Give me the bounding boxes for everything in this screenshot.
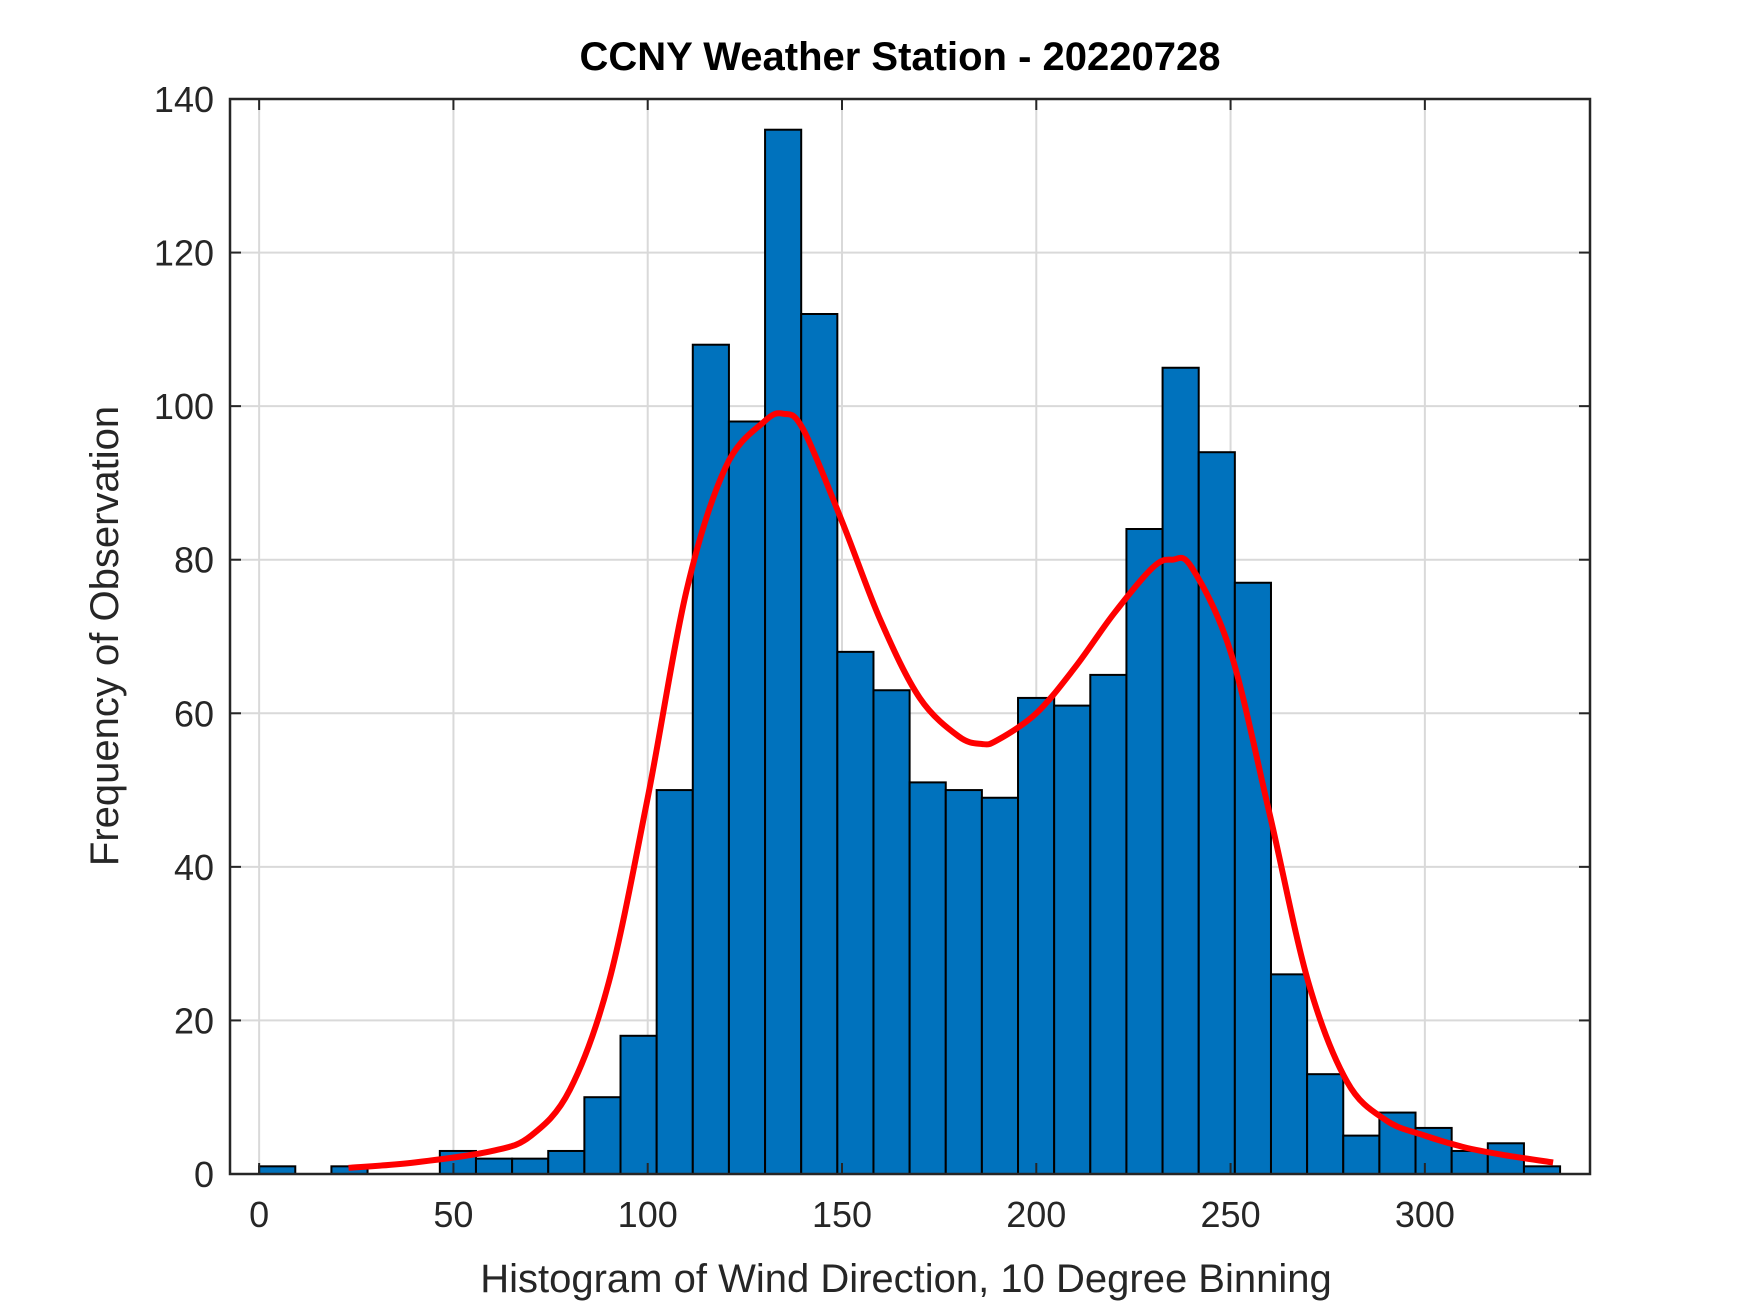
histogram-bar (908, 781, 947, 1176)
axes (228, 97, 1592, 1176)
y-tick-label: 40 (174, 847, 214, 888)
histogram-bar (727, 420, 767, 1175)
x-tick-label: 200 (1006, 1194, 1066, 1235)
x-axis-label: Histogram of Wind Direction, 10 Degree B… (480, 1257, 1332, 1301)
histogram-bars (258, 128, 1562, 1176)
histogram-bar (1053, 704, 1092, 1175)
histogram-bar (1233, 581, 1272, 1175)
histogram-bar (800, 313, 839, 1175)
x-tick-label: 0 (249, 1194, 269, 1235)
histogram-bar (1161, 366, 1200, 1175)
chart-title: CCNY Weather Station - 20220728 (580, 35, 1221, 79)
y-axis-label: Frequency of Observation (83, 406, 127, 866)
histogram-bar (1197, 451, 1236, 1175)
y-tick-label: 120 (154, 233, 214, 274)
histogram-bar (1089, 673, 1128, 1176)
distribution-fit-curve (348, 410, 1554, 1171)
y-tick-label: 20 (174, 1000, 214, 1041)
histogram-bar (980, 796, 1020, 1175)
y-tick-label: 100 (154, 386, 214, 427)
fit-curve (348, 410, 1554, 1171)
histogram-bar (1017, 696, 1056, 1176)
x-tick-label: 150 (812, 1194, 872, 1235)
histogram-bar (764, 128, 803, 1176)
histogram-bar (583, 1096, 622, 1175)
histogram-bar (836, 650, 875, 1175)
x-tick-label: 300 (1395, 1194, 1455, 1235)
tick-labels: 0 50 100 150 200 250 300 0 20 40 60 80 100 120 140 (154, 79, 1455, 1235)
x-tick-label: 100 (618, 1194, 678, 1235)
histogram-bar (619, 1034, 658, 1176)
histogram-bar (511, 1157, 550, 1175)
plot-frame (228, 97, 1592, 1176)
y-tick-label: 140 (154, 79, 214, 120)
y-tick-label: 80 (174, 540, 214, 581)
x-tick-label: 50 (433, 1194, 473, 1235)
histogram-bar (547, 1149, 586, 1175)
histogram-bar (1125, 528, 1164, 1175)
histogram-bar (474, 1157, 514, 1175)
histogram-bar (872, 689, 911, 1175)
y-tick-label: 60 (174, 693, 214, 734)
histogram-bar (944, 789, 983, 1175)
histogram-bar (1342, 1134, 1381, 1176)
histogram-bar (1306, 1073, 1345, 1176)
y-tick-label: 0 (194, 1154, 214, 1195)
histogram-bar (1450, 1149, 1489, 1175)
x-tick-label: 250 (1201, 1194, 1261, 1235)
histogram-bar (655, 789, 694, 1175)
histogram-bar (1269, 973, 1309, 1175)
